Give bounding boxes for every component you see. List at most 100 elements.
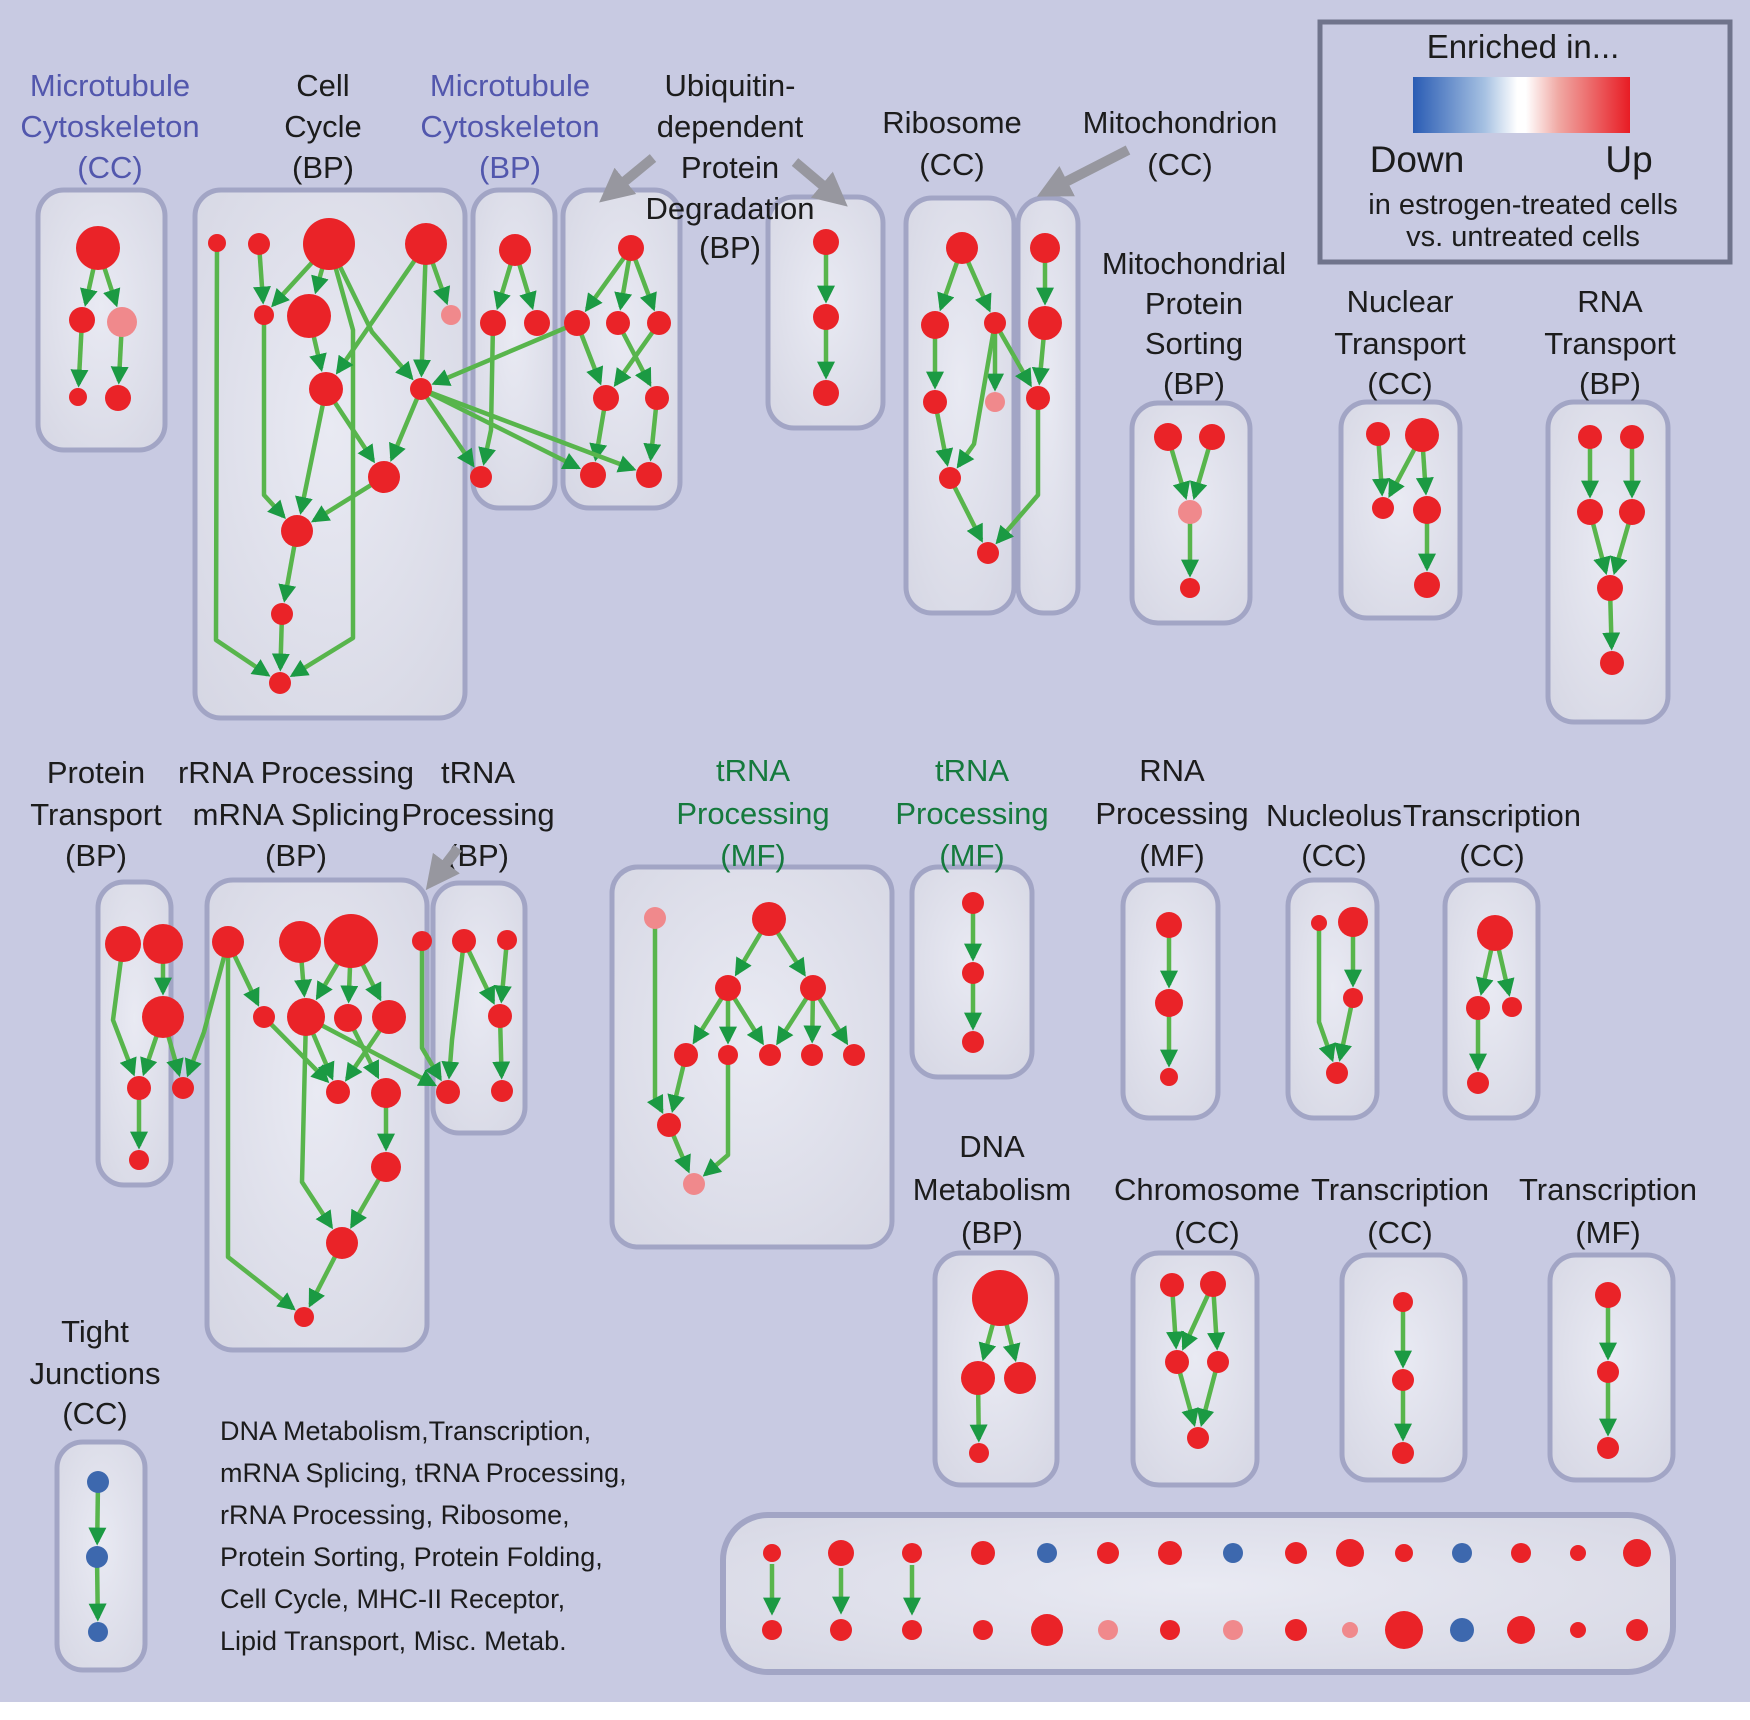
go-term-node [800,975,826,1001]
legend-gradient-bar [1413,77,1630,133]
cluster-label: Tight [61,1314,129,1349]
cluster-label: Cycle [284,109,362,144]
go-term-node [1452,1543,1472,1563]
misc-clusters-caption-line: Cell Cycle, MHC-II Receptor, [220,1584,565,1614]
cluster-box [1015,195,1081,616]
cluster-box [1130,1250,1260,1488]
cluster-label: Processing [895,796,1048,831]
cluster-label: dependent [657,109,804,144]
go-term-node [1160,1273,1184,1297]
go-term-node [1597,1437,1619,1459]
go-term-node [1030,233,1060,263]
cluster-nodes-protein-transport [105,924,194,1170]
go-term-node [1626,1619,1648,1641]
cluster-label: Protein [681,150,779,185]
cluster-label: tRNA [716,753,790,788]
edge [1334,997,1356,1062]
label-pointer-arrow [425,844,462,891]
cluster-label: Cytoskeleton [420,109,599,144]
go-term-node [580,462,606,488]
go-term-node [142,996,184,1038]
cluster-nodes-nuclear-transport [1366,418,1441,598]
cross-edge [420,386,637,473]
go-term-node [973,1620,993,1640]
cluster-box [560,187,683,511]
go-term-node [1223,1543,1243,1563]
cluster-label: Processing [401,797,554,832]
cluster-nodes-trna-mf-b [962,892,984,1053]
edge [389,388,424,462]
go-term-node [1098,1620,1118,1640]
cluster-nodes-microtubule-cc [69,226,137,411]
go-term-node [939,467,961,489]
cluster-label: (CC) [1174,1215,1239,1250]
go-term-node [1223,1620,1243,1640]
go-term-node [1180,578,1200,598]
go-term-node [368,461,400,493]
cluster-nodes-microtubule-bp [470,234,550,488]
go-term-node [1597,575,1623,601]
go-term-node [972,1270,1028,1326]
go-term-node [977,542,999,564]
go-term-node [813,304,839,330]
go-term-node [253,1006,275,1028]
cluster-label: Transport [1544,326,1676,361]
go-term-node [843,1044,865,1066]
go-term-node [647,311,671,335]
cluster-label: (CC) [1459,838,1524,873]
edge [1316,923,1336,1063]
misc-clusters-caption-line: mRNA Splicing, tRNA Processing, [220,1458,627,1488]
go-term-node [1311,915,1327,931]
cluster-label: (MF) [939,838,1004,873]
legend-subtitle-line2: vs. untreated cells [1406,221,1640,253]
go-term-node [1600,651,1624,675]
go-term-node [902,1620,922,1640]
cluster-nodes-tight-junctions [86,1471,109,1642]
cluster-label: (CC) [1301,838,1366,873]
cluster-label: (BP) [961,1215,1023,1250]
go-term-node [1414,572,1440,598]
go-term-node [1037,1543,1057,1563]
misc-clusters-caption-line: rRNA Processing, Ribosome, [220,1500,570,1530]
go-term-node [105,385,131,411]
go-term-node [1160,1620,1180,1640]
go-term-node [618,235,644,261]
go-term-node [1570,1622,1586,1638]
edge [335,242,428,375]
edge [261,315,286,519]
label-pointer-arrow [599,154,657,203]
go-term-node [923,390,947,414]
go-term-node [87,1471,109,1493]
go-term-node [212,926,244,958]
go-term-node [1338,907,1368,937]
go-term-node [759,1044,781,1066]
go-term-node [752,902,786,936]
cross-edge [431,320,578,386]
cluster-nodes-trna-mf-a [644,902,865,1195]
go-term-node [143,924,183,964]
go-term-node [1413,496,1441,524]
edge [213,242,271,677]
cluster-label: (BP) [65,838,127,873]
cluster-label: Microtubule [30,68,190,103]
cluster-label: tRNA [935,753,1009,788]
cluster-label: (MF) [1139,838,1204,873]
bottom-white-strip [0,1702,1750,1715]
go-term-node [334,1004,362,1032]
cluster-label: rRNA Processing [178,755,414,790]
cluster-microtubule-cc [35,187,168,453]
go-term-node [1366,422,1390,446]
go-term-node [564,310,590,336]
go-term-node [129,1150,149,1170]
go-term-node [1336,1539,1364,1567]
go-term-node [1342,1622,1358,1638]
go-term-node [107,307,137,337]
cluster-label: Degradation [646,191,815,226]
go-term-node [491,1080,513,1102]
cross-edge [419,387,475,468]
go-term-node [452,929,476,953]
go-term-node [86,1546,108,1568]
go-term-node [470,466,492,488]
